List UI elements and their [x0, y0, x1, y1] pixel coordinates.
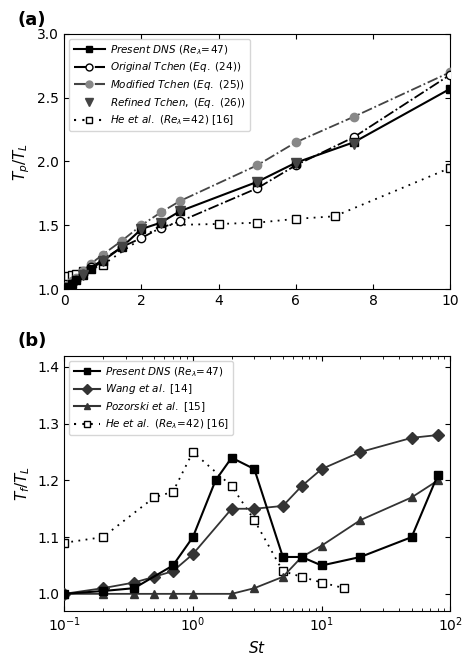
Text: (a): (a) — [18, 11, 46, 29]
Legend: $\it{Present\ DNS\ (Re_{\lambda}\!=\!47)}$, $\it{Wang\ et\ al.\ [14]}$, $\it{Poz: $\it{Present\ DNS\ (Re_{\lambda}\!=\!47)… — [69, 361, 233, 436]
Y-axis label: $T_p / T_L$: $T_p / T_L$ — [11, 142, 32, 181]
Y-axis label: $T_f / T_L$: $T_f / T_L$ — [13, 466, 32, 501]
X-axis label: $St$: $St$ — [248, 640, 266, 656]
Legend: $\it{Present\ DNS\ (Re_{\lambda}\!=\!47)}$, $\it{Original\ Tchen\ (Eq.\ (24))}$,: $\it{Present\ DNS\ (Re_{\lambda}\!=\!47)… — [69, 39, 250, 131]
Text: (b): (b) — [18, 332, 47, 350]
